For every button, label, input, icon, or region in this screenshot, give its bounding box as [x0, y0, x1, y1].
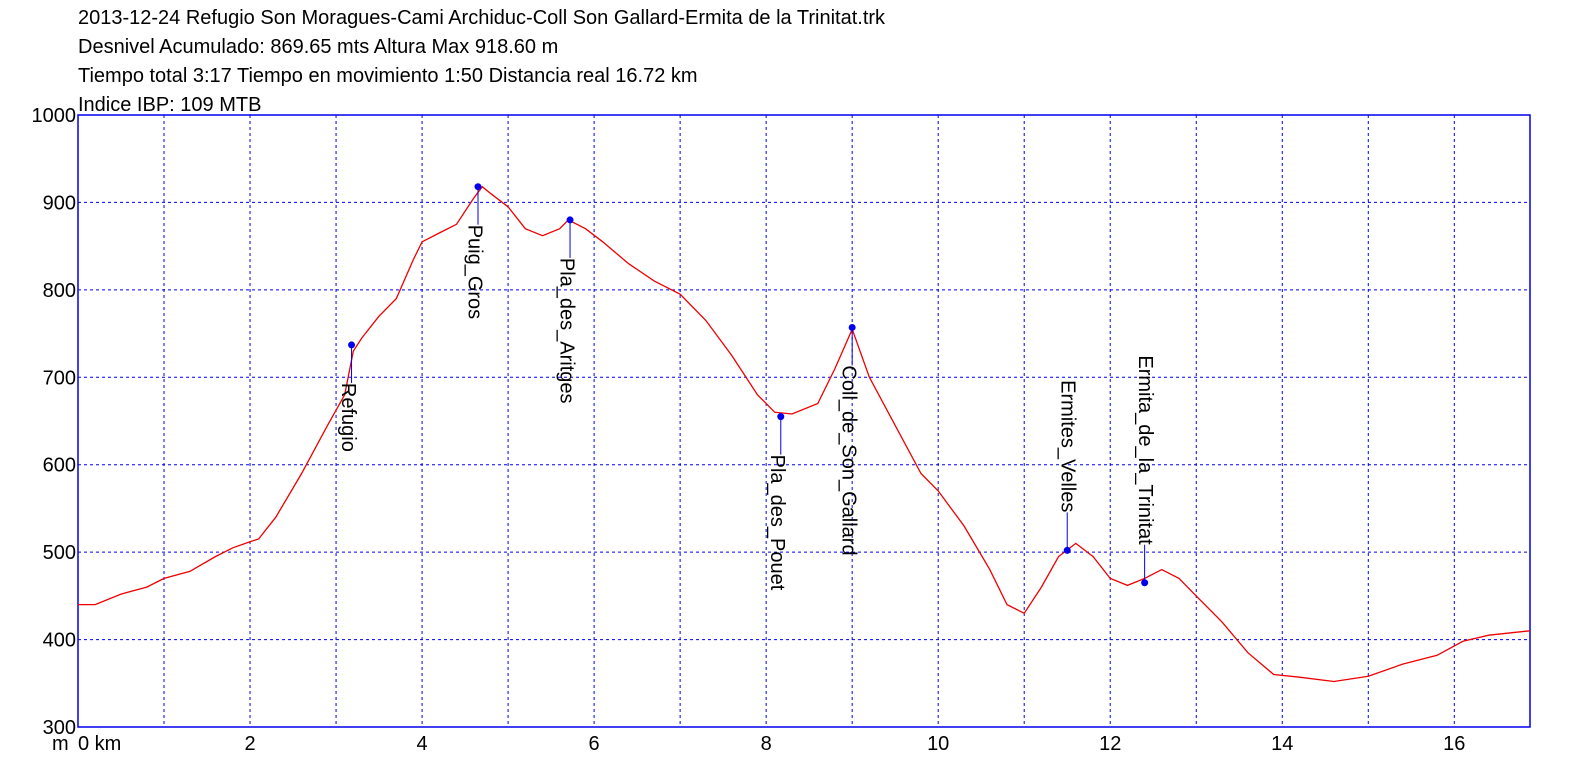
- x-tick-label: 0 km: [78, 733, 121, 755]
- x-tick-label: 14: [1271, 733, 1293, 755]
- waypoint: [1063, 546, 1071, 554]
- title-line: Tiempo total 3:17 Tiempo en movimiento 1…: [78, 65, 698, 87]
- waypoint: [474, 183, 482, 191]
- elevation-line: [78, 185, 1531, 683]
- waypoint: [348, 341, 356, 349]
- y-axis-label: m: [52, 733, 69, 755]
- y-tick-label: 800: [43, 280, 76, 302]
- waypoint: [1141, 579, 1149, 587]
- x-tick-label: 4: [417, 733, 428, 755]
- x-tick-label: 10: [927, 733, 949, 755]
- x-tick-label: 6: [589, 733, 600, 755]
- y-tick-label: 600: [43, 455, 76, 477]
- waypoint-label: Coll_de_Son_Gallard: [838, 365, 860, 555]
- waypoint-label: Pla_des_Pouet: [766, 455, 788, 591]
- waypoint-label: Puig_Gros: [463, 225, 485, 319]
- y-tick-label: 500: [43, 542, 76, 564]
- x-tick-label: 8: [761, 733, 772, 755]
- waypoint-label: Pla_des_Aritges: [555, 258, 577, 404]
- x-tick-label: 12: [1099, 733, 1121, 755]
- waypoint-label: Ermites_Velles: [1057, 380, 1079, 512]
- title-line: Desnivel Acumulado: 869.65 mts Altura Ma…: [78, 36, 558, 58]
- waypoint: [848, 323, 856, 331]
- y-tick-label: 300: [43, 717, 76, 739]
- y-tick-label: 900: [43, 192, 76, 214]
- waypoint-label: Ermita_de_la_Trinitat: [1134, 355, 1156, 545]
- plot-frame: [77, 114, 1531, 728]
- waypoint: [777, 413, 785, 421]
- x-tick-label: 2: [244, 733, 255, 755]
- title-line: 2013-12-24 Refugio Son Moragues-Cami Arc…: [78, 7, 886, 29]
- y-tick-label: 700: [43, 367, 76, 389]
- waypoint: [566, 216, 574, 224]
- waypoint-label: Refugio: [337, 383, 359, 452]
- title-line: Indice IBP: 109 MTB: [78, 94, 261, 116]
- y-tick-label: 1000: [32, 105, 77, 127]
- y-tick-label: 400: [43, 630, 76, 652]
- x-tick-label: 16: [1443, 733, 1465, 755]
